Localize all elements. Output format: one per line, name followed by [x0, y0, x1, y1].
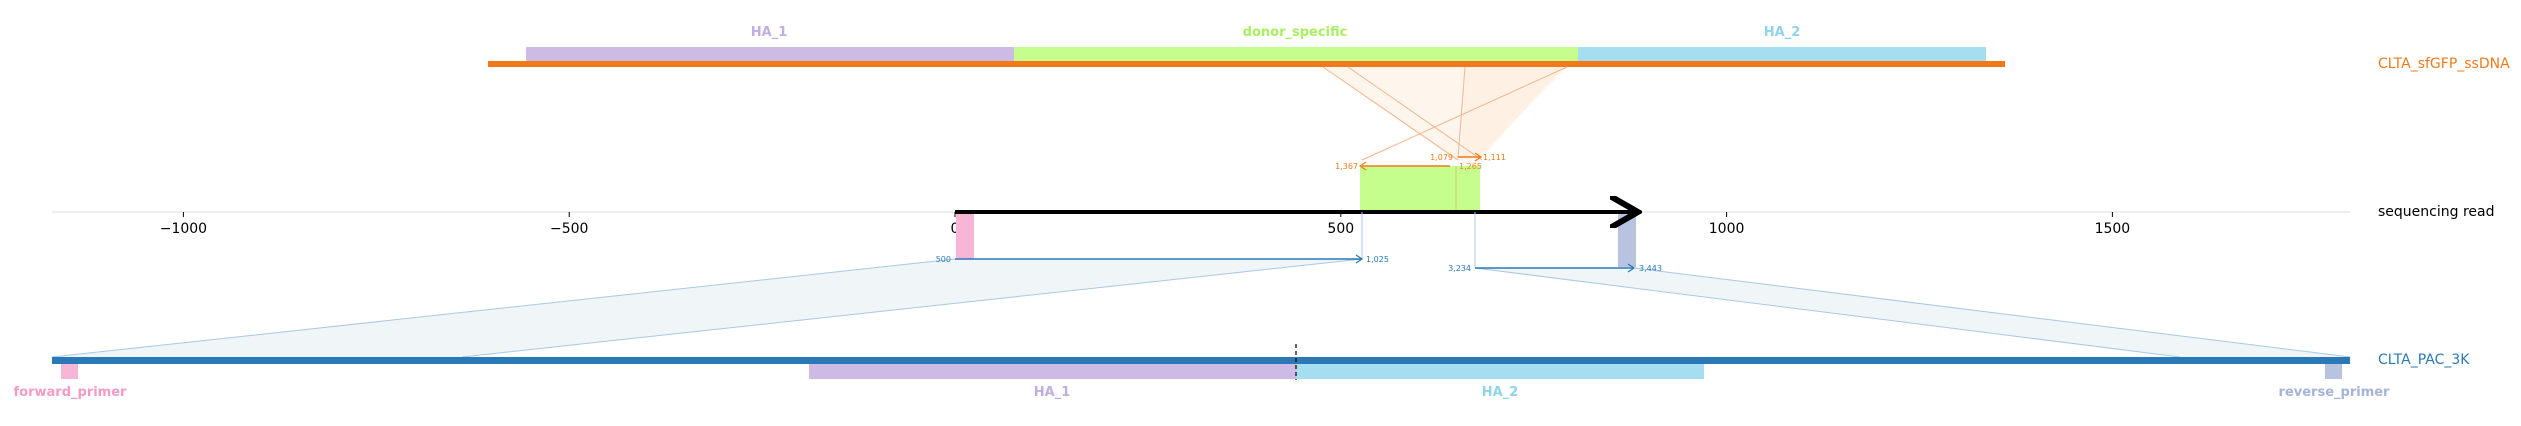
reference-alignment-arrowhead-2: [1627, 263, 1636, 273]
position-axis: −1000 −500 0 500 1000 1500: [52, 211, 2350, 237]
reference-feature-ha2: [1296, 364, 1704, 379]
read-reverse-primer: [1618, 214, 1636, 267]
reference-label-start-1: 500: [936, 255, 951, 264]
donor-connector-line: [1361, 66, 1568, 161]
reference-feature-reverse-primer: [2325, 364, 2342, 379]
axis-tick-label: 1000: [1709, 221, 1745, 237]
axis-tick-label: 0: [951, 221, 960, 237]
donor-label-end-1: 1,265: [1459, 162, 1482, 171]
donor-label-start-2: 1,079: [1430, 153, 1453, 162]
ssdna-feature-donor-specific: [1014, 47, 1578, 63]
donor-alignment-blocks: 1,367 1,265 1,079 1,111: [1335, 152, 1506, 212]
ssdna-backbone: [488, 61, 2005, 67]
read-track-label: sequencing read: [2378, 204, 2494, 220]
donor-label-start-1: 1,367: [1335, 162, 1358, 171]
donor-alignment-arrowhead-1: [1358, 161, 1367, 171]
reference-feature-ha1: [809, 364, 1296, 379]
ssdna-feature-ha1: [526, 47, 1014, 63]
reference-feature-label-forward-primer: forward_primer: [14, 385, 128, 400]
reference-connector-line: [1633, 267, 2351, 358]
ssdna-feature-label-ha2: HA_2: [1764, 25, 1801, 40]
reference-connector-line: [51, 258, 956, 358]
donor-connector-line: [1322, 66, 1459, 161]
reference-backbone: [52, 357, 2350, 364]
axis-tick-label: 500: [1327, 221, 1354, 237]
reference-track-label: CLTA_PAC_3K: [2378, 352, 2470, 368]
reference-feature-label-ha1: HA_1: [1034, 385, 1071, 400]
reference-feature-label-reverse-primer: reverse_primer: [2279, 385, 2391, 400]
ssdna-feature-label-donor-specific: donor_specific: [1243, 25, 1348, 40]
reference-connector-band-2: [1475, 268, 2350, 357]
donor-alignment-connectors: [1322, 66, 1568, 161]
reference-track: forward_primer HA_1 HA_2 reverse_primer …: [14, 344, 2470, 400]
axis-tick-label: 1500: [2095, 221, 2131, 237]
donor-specific-block: [1360, 166, 1480, 212]
read-forward-primer: [956, 214, 974, 259]
reference-alignment-arrows: 500 1,025 3,234 3,443: [936, 254, 1662, 273]
axis-tick-label: −500: [550, 221, 588, 237]
donor-alignment-arrowhead-2: [1474, 152, 1483, 162]
donor-connector-line: [1347, 66, 1483, 161]
reference-alignment-arrowhead-1: [1355, 254, 1364, 264]
ssdna-track: HA_1 donor_specific HA_2 CLTA_sfGFP_ssDN…: [488, 25, 2510, 72]
reference-label-start-2: 3,234: [1448, 264, 1471, 273]
reference-feature-label-ha2: HA_2: [1482, 385, 1519, 400]
reference-connector-band-1: [52, 259, 1362, 357]
reference-label-end-1: 1,025: [1366, 255, 1389, 264]
reference-connector-line: [461, 258, 1363, 358]
reference-label-end-2: 3,443: [1639, 264, 1662, 273]
reference-feature-forward-primer: [61, 364, 78, 379]
reference-alignment-connectors: [51, 212, 2351, 358]
donor-connector-line: [1457, 66, 1466, 159]
sequencing-read: sequencing read: [955, 204, 2494, 220]
donor-connector-band-2: [1462, 67, 1567, 160]
reference-connector-line: [1474, 267, 2181, 358]
ssdna-track-label: CLTA_sfGFP_ssDNA: [2378, 56, 2510, 72]
ssdna-feature-ha2: [1578, 47, 1986, 63]
ssdna-feature-label-ha1: HA_1: [751, 25, 788, 40]
axis-tick-label: −1000: [160, 221, 207, 237]
donor-label-end-2: 1,111: [1483, 153, 1506, 162]
